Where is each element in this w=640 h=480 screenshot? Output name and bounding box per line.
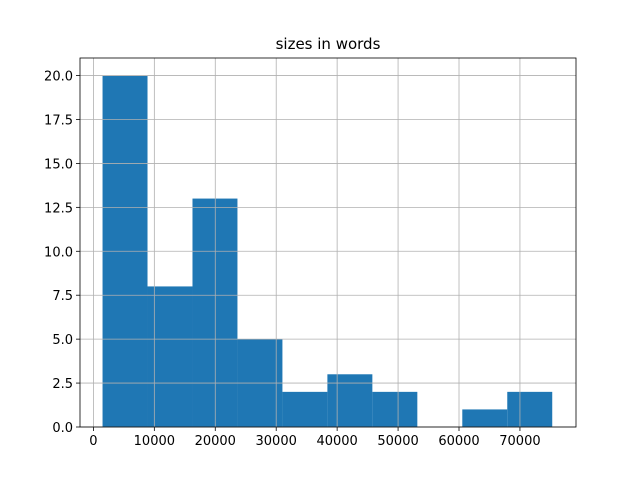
x-tick-label: 40000 (316, 434, 357, 449)
y-tick-label: 2.5 (52, 377, 73, 392)
y-tick-label: 7.5 (52, 289, 73, 304)
x-tick-label: 20000 (195, 434, 236, 449)
y-tick-label: 12.5 (44, 201, 73, 216)
y-tick-label: 0.0 (52, 421, 73, 436)
plot-frame (79, 57, 577, 428)
x-tick-label: 30000 (256, 434, 297, 449)
bar (507, 391, 553, 427)
y-tick-label: 20.0 (44, 70, 73, 85)
bar (147, 286, 193, 427)
x-tick-label: 10000 (134, 434, 175, 449)
x-tick-label: 0 (89, 434, 97, 449)
bar (327, 374, 373, 427)
y-tick-label: 10.0 (44, 245, 73, 260)
bar (462, 409, 508, 427)
y-tick-label: 5.0 (52, 333, 73, 348)
chart-title: sizes in words (276, 35, 381, 53)
y-tick-label: 15.0 (44, 157, 73, 172)
y-tick-label: 17.5 (44, 114, 73, 129)
bar (282, 391, 328, 427)
x-tick-label: 70000 (499, 434, 540, 449)
bar (372, 391, 418, 427)
x-tick-label: 50000 (377, 434, 418, 449)
x-tick-label: 60000 (438, 434, 479, 449)
